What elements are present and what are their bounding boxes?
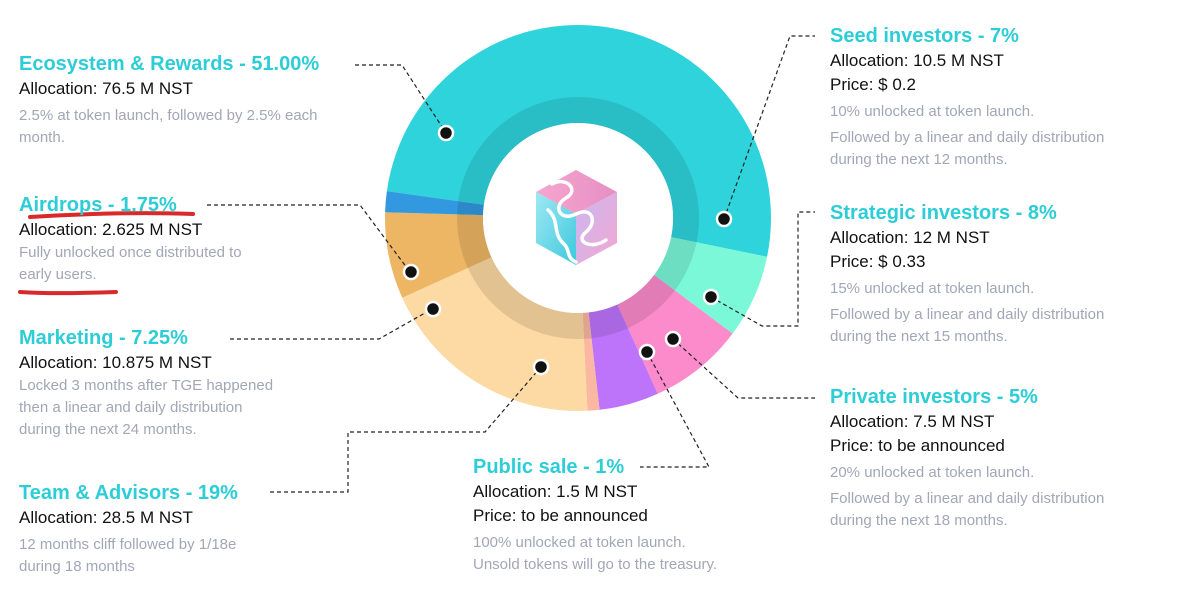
marker-marketing [424,300,442,318]
leader-line-ecosystem [355,64,447,134]
note-text: Followed by a linear and daily distribut… [830,306,1105,323]
note-text: 12 months cliff followed by 1/18e [19,536,237,553]
callout-airdrops: Airdrops - 1.75% Allocation: 2.625 M NST… [19,192,242,286]
note-text: Unsold tokens will go to the treasury. [473,556,718,573]
leader-line-team [270,367,541,493]
callout-title: Public sale - 1% [473,456,625,478]
callout-title: Strategic investors - 8% [830,202,1057,224]
note-text: during 18 months [19,558,135,575]
marker-airdrops [402,263,420,281]
leader-line-strategic [710,211,815,327]
leader-line-private [672,338,815,399]
leader-lines [207,35,815,493]
callout-title: Seed investors - 7% [830,25,1019,47]
note-text: during the next 15 months. [830,328,1008,345]
price-text: Price: $ 0.33 [830,252,926,271]
marker-public [638,343,656,361]
marker-strategic [702,288,720,306]
note-text: during the next 12 months. [830,151,1008,168]
callout-seed: Seed investors - 7% Allocation: 10.5 M N… [830,23,1104,171]
marker-ecosystem [437,124,455,142]
allocation-text: Allocation: 10.5 M NST [830,51,1004,70]
allocation-text: Allocation: 2.625 M NST [19,220,203,239]
marker-private [664,330,682,348]
note-text: Followed by a linear and daily distribut… [830,129,1105,146]
price-text: Price: to be announced [830,436,1005,455]
price-text: Price: $ 0.2 [830,75,916,94]
note-text: 15% unlocked at token launch. [830,280,1035,297]
marker-seed [715,210,733,228]
callout-strategic: Strategic investors - 8% Allocation: 12 … [830,200,1104,348]
inner-ring [457,97,699,339]
callout-public-sale: Public sale - 1% Allocation: 1.5 M NST P… [473,454,717,576]
leader-line-airdrops [207,204,411,273]
marker-dots [402,124,733,376]
note-text: early users. [19,266,97,283]
allocation-text: Allocation: 76.5 M NST [19,79,193,98]
note-text: during the next 24 months. [19,421,197,438]
callout-title: Ecosystem & Rewards - 51.00% [19,53,320,75]
note-text: 2.5% at token launch, followed by 2.5% e… [19,107,318,124]
note-text: 100% unlocked at token launch. [473,534,686,551]
note-text: then a linear and daily distribution [19,399,243,416]
note-text: Fully unlocked once distributed to [19,244,242,261]
slice-airdrops [385,191,484,216]
slice-ecosystem-rewards [386,25,771,257]
allocation-text: Allocation: 10.875 M NST [19,353,212,372]
allocation-text: Allocation: 7.5 M NST [830,412,995,431]
allocation-text: Allocation: 12 M NST [830,228,990,247]
callout-title: Team & Advisors - 19% [19,482,238,504]
leader-line-seed [723,35,815,220]
allocation-text: Allocation: 1.5 M NST [473,482,638,501]
note-text: Followed by a linear and daily distribut… [830,490,1105,507]
note-text: Locked 3 months after TGE happened [19,377,274,394]
note-text: month. [19,129,65,146]
callout-ecosystem: Ecosystem & Rewards - 51.00% Allocation:… [19,51,319,149]
cube-logo [536,170,617,265]
note-text: during the next 18 months. [830,512,1008,529]
leader-line-public [640,351,711,468]
slice-private-investors [588,304,658,410]
underline-early-users [18,290,118,296]
price-text: Price: to be announced [473,506,648,525]
callout-title: Private investors - 5% [830,386,1038,408]
leader-line-marketing [230,308,433,340]
marker-team [532,358,550,376]
note-text: 20% unlocked at token launch. [830,464,1035,481]
slice-public-sale [582,312,600,411]
underline-airdrops-title [28,211,195,219]
callout-private: Private investors - 5% Allocation: 7.5 M… [830,384,1104,532]
red-underline-annotations [18,211,195,296]
allocation-text: Allocation: 28.5 M NST [19,508,193,527]
callout-marketing: Marketing - 7.25% Allocation: 10.875 M N… [19,325,273,441]
callout-team: Team & Advisors - 19% Allocation: 28.5 M… [19,480,238,578]
callout-title: Airdrops - 1.75% [19,194,177,216]
note-text: 10% unlocked at token launch. [830,103,1035,120]
callout-title: Marketing - 7.25% [19,327,188,349]
slice-seed-investors [654,237,768,334]
